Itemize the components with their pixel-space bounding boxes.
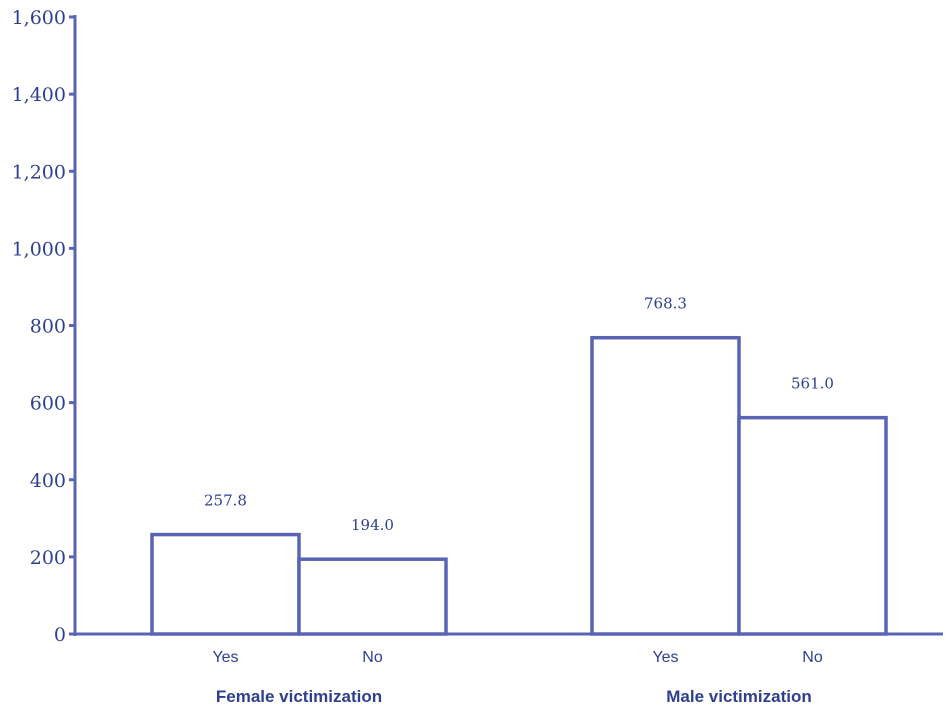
y-tick-label: 600 [30,393,66,415]
x-axis-tick-labels: Yes No Yes No [212,649,822,666]
bar [297,557,448,636]
y-axis-tick-labels: 0 200 400 600 800 1,000 1,200 1,400 1,600 [12,7,66,646]
y-tick-label: 1,000 [12,238,66,260]
y-tick-label: 0 [54,624,66,646]
y-tick-label: 1,600 [12,7,66,29]
bar-data-label: 257.8 [204,492,247,510]
x-tick-label: No [802,649,823,666]
bar-data-label: 194.0 [351,516,394,534]
y-tick-label: 1,200 [12,161,66,183]
bar-data-label: 561.0 [791,375,834,393]
group-labels: Female victimization Male victimization [216,687,812,706]
bars [150,335,888,636]
y-tick-label: 800 [30,316,66,338]
data-labels: 257.8 194.0 768.3 561.0 [204,295,834,534]
y-tick-label: 200 [30,547,66,569]
x-tick-label: Yes [212,649,238,666]
bar [590,335,741,636]
y-tick-label: 1,400 [12,84,66,106]
group-label: Male victimization [666,687,811,706]
bar [737,415,888,636]
x-tick-label: Yes [652,649,678,666]
bar-data-label: 768.3 [644,295,687,313]
y-tick-label: 400 [30,470,66,492]
y-axis-ticks [69,15,76,636]
x-tick-label: No [362,649,383,666]
bar [150,532,301,636]
group-label: Female victimization [216,687,382,706]
